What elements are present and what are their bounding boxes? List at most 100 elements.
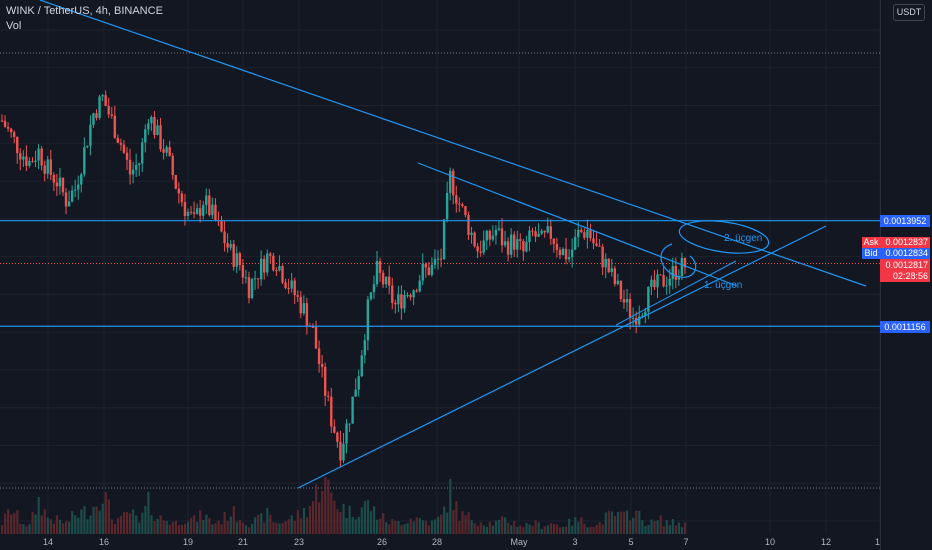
candle-body (412, 290, 415, 298)
volume-bar (394, 520, 397, 534)
volume-bar (433, 519, 437, 534)
volume-bar (479, 522, 482, 534)
volume-bar (348, 505, 351, 534)
candle-body (284, 282, 287, 289)
candle-body (455, 195, 458, 204)
volume-bar (31, 511, 34, 534)
volume-bar (446, 512, 449, 534)
candle-body (473, 232, 476, 247)
candle-body (64, 192, 68, 207)
candle-body (424, 264, 427, 268)
volume-bar (574, 517, 577, 534)
candle-body (522, 240, 525, 252)
volume-bar (516, 526, 519, 534)
descending-trendline-short (417, 162, 738, 287)
candle-body (198, 208, 202, 216)
candle-body (634, 317, 638, 325)
currency-button[interactable]: USDT (893, 4, 925, 21)
candle-body (494, 229, 498, 236)
candle-body (458, 203, 461, 205)
volume-bar (461, 511, 464, 534)
volume-bar (415, 517, 418, 534)
volume-bar (119, 515, 123, 534)
volume-bar (141, 512, 144, 534)
volume-bar (467, 512, 470, 534)
candle-body (73, 189, 77, 191)
volume-bar (98, 510, 101, 534)
candle-body (436, 258, 440, 260)
candle-body (314, 327, 318, 349)
candle-body (375, 261, 379, 285)
candle-body (445, 192, 449, 220)
volume-bar (619, 511, 623, 534)
volume-bar (510, 525, 513, 534)
volume-bar (144, 505, 147, 534)
candle-body (86, 145, 89, 148)
candle-body (391, 285, 394, 303)
candle-body (70, 190, 74, 202)
volume-bar (177, 525, 181, 534)
volume-bar (519, 525, 522, 534)
volume-bar (308, 505, 312, 534)
candle-body (381, 272, 385, 285)
bar-countdown: 02:28:56 (880, 270, 930, 282)
candle-body (0, 120, 4, 122)
candle-body (159, 125, 162, 150)
candle-body (253, 278, 257, 280)
volume-bar (263, 522, 266, 534)
candle-body (116, 137, 120, 143)
x-tick-label: 7 (683, 537, 688, 547)
candle-body (61, 177, 65, 193)
candle-body (534, 231, 537, 237)
volume-bar (598, 522, 601, 534)
ascending-trendline-inner (615, 260, 737, 326)
volume-bar (546, 525, 549, 534)
volume-bar (565, 526, 568, 534)
volume-bar (683, 522, 687, 534)
volume-bar (71, 511, 74, 534)
candle-body (580, 229, 583, 233)
candle-body (342, 443, 345, 461)
volume-bar (397, 521, 400, 534)
x-tick-label: 12 (821, 537, 831, 547)
candle-body (3, 120, 7, 127)
ask-row: Ask 0.0012837 (862, 237, 930, 248)
candle-body (49, 159, 52, 175)
volume-bar (501, 516, 504, 534)
candle-body (330, 396, 333, 427)
volume-bar (150, 515, 153, 534)
volume-bar (52, 523, 56, 534)
candle-body (452, 170, 455, 196)
candle-body (479, 251, 482, 253)
volume-bar (632, 517, 635, 534)
volume-bar (595, 524, 598, 534)
candle-body (323, 366, 327, 396)
candle-body (503, 241, 507, 246)
volume-bar (244, 525, 248, 534)
candle-body (476, 246, 479, 252)
candle-body (214, 204, 217, 221)
candle-body (259, 258, 263, 280)
candle-body (421, 264, 424, 281)
volume-bar (470, 520, 473, 534)
volume-bar (324, 476, 327, 534)
candle-body (607, 258, 610, 273)
volume-bar (485, 526, 488, 534)
volume-bar (113, 523, 117, 534)
candle-body (305, 303, 309, 327)
volume-bar (379, 518, 382, 534)
volume-bar (61, 523, 65, 534)
volume-bar (494, 520, 498, 534)
candle-body (43, 165, 46, 174)
volume-bar (311, 501, 315, 534)
volume-bar (540, 528, 543, 534)
candle-body (625, 299, 629, 303)
candle-body (558, 249, 562, 256)
volume-bar (272, 522, 275, 534)
candle-body (177, 188, 181, 194)
candle-body (650, 279, 653, 287)
candle-body (229, 244, 232, 248)
x-tick-label: 21 (238, 537, 248, 547)
candle-body (208, 195, 211, 216)
